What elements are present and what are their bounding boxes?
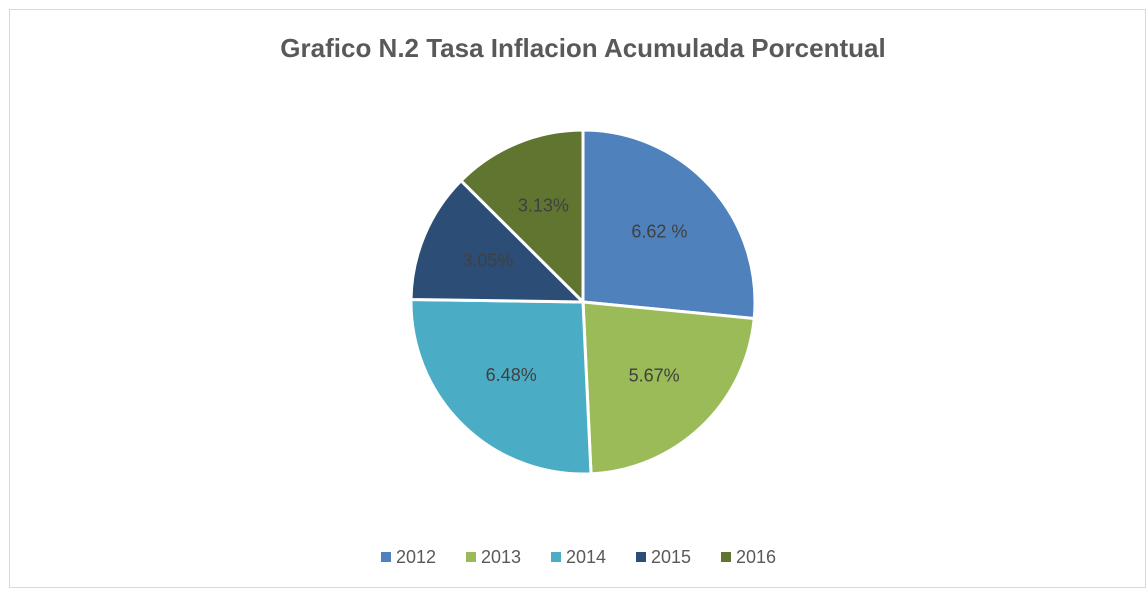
legend-label: 2015 (651, 547, 691, 567)
legend-swatch (721, 552, 731, 562)
legend-swatch (551, 552, 561, 562)
data-label: 3.13% (518, 195, 569, 215)
data-label: 3.05% (462, 251, 513, 271)
pie-slice (409, 297, 593, 476)
chart-title: Grafico N.2 Tasa Inflacion Acumulada Por… (280, 33, 885, 63)
legend-swatch (636, 552, 646, 562)
data-label: 5.67% (629, 366, 680, 386)
legend-label: 2012 (396, 547, 436, 567)
data-label: 6.62 % (631, 221, 687, 241)
pie-slice (409, 178, 587, 304)
legend-swatch (466, 552, 476, 562)
pie-slice (458, 128, 585, 306)
legend-label: 2016 (736, 547, 776, 567)
pie-slice (581, 300, 756, 476)
legend-swatch (381, 552, 391, 562)
data-label: 6.48% (486, 365, 537, 385)
legend-label: 2014 (566, 547, 606, 567)
legend-label: 2013 (481, 547, 521, 567)
pie-slice (581, 128, 757, 321)
